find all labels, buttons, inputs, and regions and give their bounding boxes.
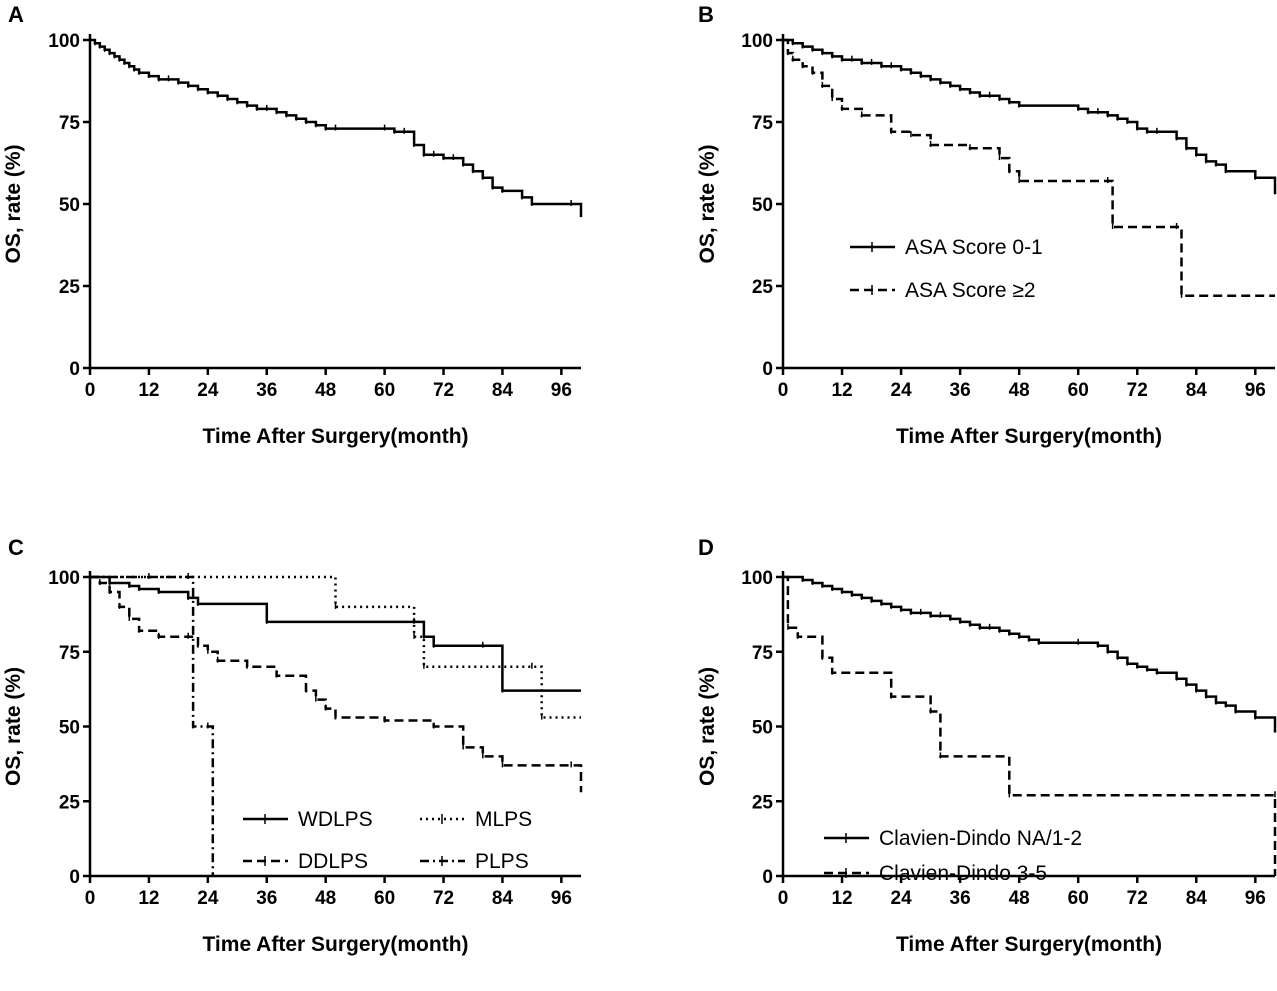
panel-b-series-asa-score-2 — [783, 38, 1275, 298]
panel-a-x-tick-label: 24 — [197, 380, 219, 401]
panel-c-x-tick-label: 24 — [197, 888, 219, 909]
panel-c-series-plps — [90, 575, 215, 876]
panel-c-x-tick-label: 84 — [492, 888, 514, 909]
panel-a-y-tick-label: 75 — [59, 113, 81, 134]
panel-b-legend-label: ASA Score 0-1 — [905, 236, 1043, 259]
panel-c-x-tick-label: 48 — [315, 888, 336, 909]
panel-d-x-tick-label: 0 — [778, 888, 789, 909]
panel-b-x-tick-label: 36 — [950, 380, 971, 401]
panel-d-x-tick-label: 96 — [1245, 888, 1266, 909]
panel-a-x-tick-label: 84 — [492, 380, 514, 401]
panel-c-series-ddlps — [90, 575, 583, 793]
panel-d-x-tick-label: 84 — [1186, 888, 1208, 909]
panel-b-y-tick-label: 75 — [752, 113, 774, 134]
panel-c-series-wdlps — [90, 575, 581, 692]
panel-b-series-asa-score-0-1 — [783, 38, 1277, 195]
panel-c-x-axis-title: Time After Surgery(month) — [202, 933, 468, 956]
panel-b-x-tick-label: 12 — [831, 380, 852, 401]
panel-a-x-tick-label: 72 — [433, 380, 454, 401]
panel-b-y-tick-label: 50 — [752, 195, 773, 216]
panel-c-legend-label: DDLPS — [298, 850, 368, 873]
panel-b-x-tick-label: 84 — [1186, 380, 1208, 401]
panel-d-legend-label: Clavien-Dindo NA/1-2 — [879, 827, 1082, 850]
panel-b-x-tick-label: 96 — [1245, 380, 1266, 401]
panel-c-legend-label: MLPS — [475, 808, 532, 831]
panel-b-x-tick-label: 60 — [1068, 380, 1089, 401]
panel-d-x-tick-label: 48 — [1009, 888, 1030, 909]
panel-d-y-tick-label: 0 — [762, 867, 773, 888]
panel-d-series-clavien-dindo-na-1-2 — [783, 575, 1277, 733]
panel-a-x-tick-label: 60 — [374, 380, 395, 401]
panel-c-series-mlps — [90, 575, 581, 719]
panel-c-legend-label: PLPS — [475, 850, 529, 873]
panel-c-x-tick-label: 0 — [85, 888, 96, 909]
panel-d-y-tick-label: 50 — [752, 718, 773, 739]
panel-a-y-tick-label: 0 — [69, 359, 80, 380]
panel-a-y-tick-label: 100 — [48, 31, 80, 52]
panel-c-x-tick-label: 12 — [138, 888, 159, 909]
panel-c-y-tick-label: 0 — [69, 867, 80, 888]
panel-c-y-axis-title: OS, rate (%) — [2, 667, 25, 786]
panel-d-letter: D — [698, 535, 714, 560]
panel-b-x-axis-title: Time After Surgery(month) — [896, 425, 1162, 448]
panel-d-y-tick-label: 100 — [741, 568, 773, 589]
panel-d-x-tick-label: 12 — [831, 888, 852, 909]
panel-a-x-tick-label: 12 — [138, 380, 159, 401]
panel-b-y-tick-label: 0 — [762, 359, 773, 380]
panel-c-y-tick-label: 25 — [59, 792, 81, 813]
panel-b-letter: B — [698, 2, 714, 27]
panel-c-y-tick-label: 50 — [59, 718, 80, 739]
panel-b-x-tick-label: 0 — [778, 380, 789, 401]
panel-d-x-tick-label: 72 — [1127, 888, 1148, 909]
panel-c-x-tick-label: 36 — [256, 888, 277, 909]
panel-c-y-tick-label: 100 — [48, 568, 80, 589]
panel-d-y-axis-title: OS, rate (%) — [696, 667, 719, 786]
panel-a-x-tick-label: 48 — [315, 380, 336, 401]
panel-b-x-tick-label: 48 — [1009, 380, 1030, 401]
panel-c-x-tick-label: 60 — [374, 888, 395, 909]
panel-b-y-tick-label: 25 — [752, 277, 774, 298]
panel-b-legend-label: ASA Score ≥2 — [905, 279, 1036, 302]
panel-a-x-tick-label: 96 — [551, 380, 572, 401]
panel-d-x-tick-label: 60 — [1068, 888, 1089, 909]
panel-b-y-tick-label: 100 — [741, 31, 773, 52]
panel-c-x-tick-label: 72 — [433, 888, 454, 909]
panel-b-y-axis-title: OS, rate (%) — [696, 144, 719, 263]
panel-c-legend-label: WDLPS — [298, 808, 373, 831]
panel-d-x-tick-label: 36 — [950, 888, 971, 909]
panel-c-x-tick-label: 96 — [551, 888, 572, 909]
panel-a-x-tick-label: 36 — [256, 380, 277, 401]
panel-d-x-tick-label: 24 — [891, 888, 913, 909]
panel-d-series-clavien-dindo-3-5 — [783, 575, 1277, 876]
panel-a-x-tick-label: 0 — [85, 380, 96, 401]
panel-b-x-tick-label: 24 — [891, 380, 913, 401]
panel-d-y-tick-label: 75 — [752, 643, 774, 664]
panel-a-x-axis-title: Time After Surgery(month) — [202, 425, 468, 448]
panel-a-y-axis-title: OS, rate (%) — [2, 144, 25, 263]
panel-b-x-tick-label: 72 — [1127, 380, 1148, 401]
panel-c-y-tick-label: 75 — [59, 643, 81, 664]
panel-a-y-tick-label: 25 — [59, 277, 81, 298]
panel-d-legend-label: Clavien-Dindo 3-5 — [879, 862, 1047, 885]
panel-d-y-tick-label: 25 — [752, 792, 774, 813]
panel-a-y-tick-label: 50 — [59, 195, 80, 216]
panel-c-letter: C — [8, 535, 24, 560]
panel-a-letter: A — [8, 2, 24, 27]
panel-d-x-axis-title: Time After Surgery(month) — [896, 933, 1162, 956]
